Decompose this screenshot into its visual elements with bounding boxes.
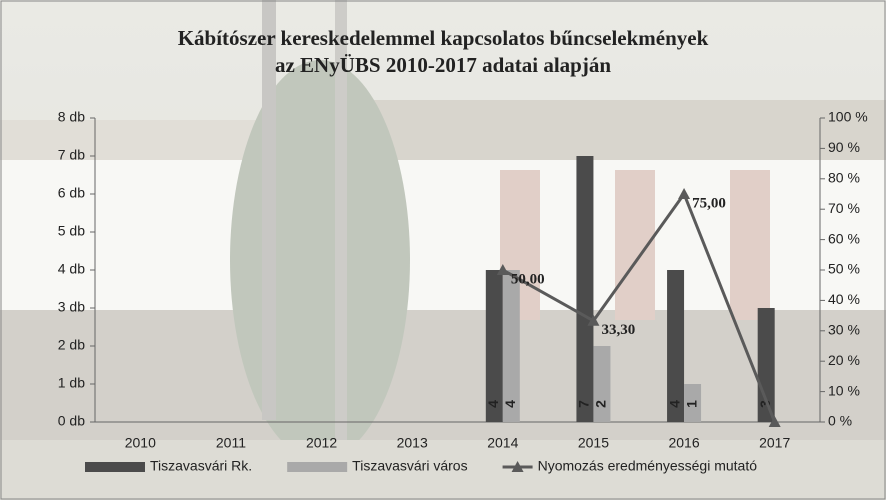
y-tick-label: 2 db xyxy=(58,337,85,353)
y2-tick-label: 100 % xyxy=(828,109,868,125)
y-tick-label: 7 db xyxy=(58,147,85,163)
y-tick-label: 0 db xyxy=(58,413,85,429)
bar-value-label: 7 xyxy=(576,400,592,408)
line-marker xyxy=(496,264,509,275)
y-tick-label: 6 db xyxy=(58,185,85,201)
bar xyxy=(684,384,702,422)
y-tick-label: 5 db xyxy=(58,223,85,239)
line-value-label: 33,30 xyxy=(601,322,635,338)
y-tick-label: 1 db xyxy=(58,375,85,391)
y2-tick-label: 50 % xyxy=(828,261,860,277)
line-value-label: 75,00 xyxy=(692,195,726,211)
y2-tick-label: 70 % xyxy=(828,200,860,216)
y2-tick-label: 30 % xyxy=(828,322,860,338)
y-tick-label: 3 db xyxy=(58,299,85,315)
y2-tick-label: 20 % xyxy=(828,352,860,368)
legend-swatch xyxy=(85,462,145,472)
x-tick-label: 2013 xyxy=(397,435,428,451)
y2-tick-label: 10 % xyxy=(828,382,860,398)
line xyxy=(502,190,777,423)
bar-value-label: 2 xyxy=(593,400,609,408)
legend-label: Tiszavasvári Rk. xyxy=(150,458,252,474)
legend-label: Tiszavasvári város xyxy=(352,458,467,474)
bar-value-label: 4 xyxy=(666,400,682,408)
y-tick-label: 4 db xyxy=(58,261,85,277)
x-tick-label: 2016 xyxy=(668,435,699,451)
bar xyxy=(667,270,685,422)
bar xyxy=(485,270,503,422)
bar xyxy=(576,156,594,422)
x-tick-label: 2010 xyxy=(125,435,156,451)
y2-tick-label: 40 % xyxy=(828,291,860,307)
y2-tick-label: 0 % xyxy=(828,413,852,429)
bar xyxy=(502,270,520,422)
y-tick-label: 8 db xyxy=(58,109,85,125)
chart-title: az ENyÜBS 2010-2017 adatai alapján xyxy=(275,53,611,77)
legend-label: Nyomozás eredményességi mutató xyxy=(538,458,758,474)
line-marker xyxy=(768,416,781,427)
y2-tick-label: 80 % xyxy=(828,170,860,186)
x-tick-label: 2015 xyxy=(578,435,609,451)
x-tick-label: 2014 xyxy=(487,435,518,451)
x-tick-label: 2017 xyxy=(759,435,790,451)
bar xyxy=(593,346,611,422)
line-marker xyxy=(678,188,691,199)
chart-title: Kábítószer kereskedelemmel kapcsolatos b… xyxy=(178,26,709,50)
y2-tick-label: 60 % xyxy=(828,230,860,246)
bar-value-label: 1 xyxy=(683,400,699,408)
bar-value-label: 4 xyxy=(485,400,501,408)
legend-swatch xyxy=(287,462,348,472)
x-tick-label: 2012 xyxy=(306,435,337,451)
bar-value-label: 4 xyxy=(502,400,518,408)
line-marker xyxy=(587,314,600,326)
line-value-label: 50,00 xyxy=(511,271,545,287)
bar-value-label: 3 xyxy=(757,400,773,408)
x-tick-label: 2011 xyxy=(216,435,246,451)
y2-tick-label: 90 % xyxy=(828,139,860,155)
legend-swatch xyxy=(511,461,524,472)
